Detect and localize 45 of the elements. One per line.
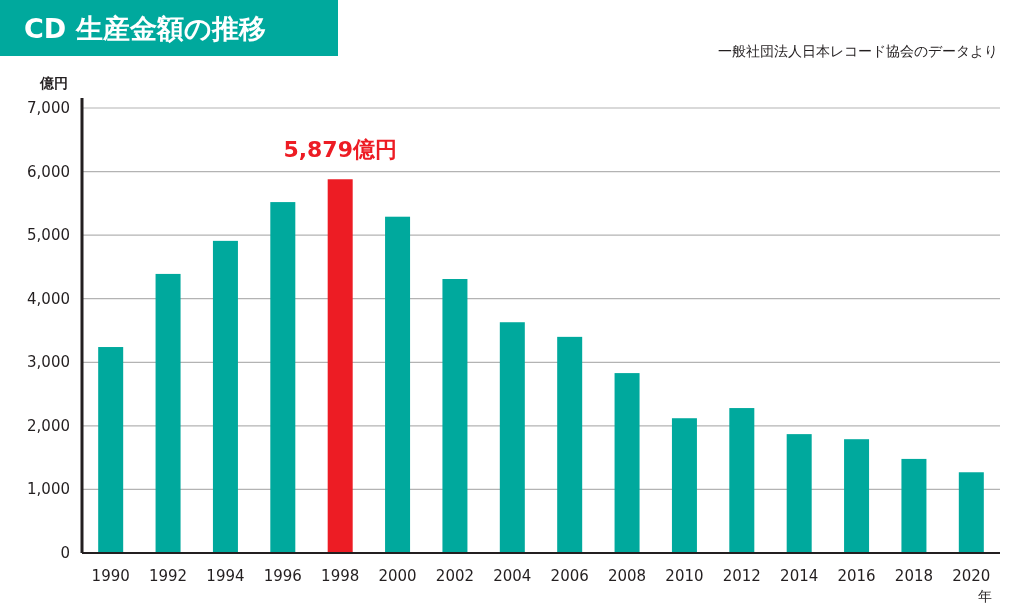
y-tick-label: 0 bbox=[60, 544, 70, 562]
x-tick-label: 2002 bbox=[435, 567, 475, 585]
bar bbox=[385, 216, 411, 553]
bar bbox=[844, 439, 870, 553]
x-tick-label: 2020 bbox=[952, 567, 991, 585]
bar bbox=[270, 202, 296, 553]
y-tick-label: 1,000 bbox=[27, 480, 70, 499]
x-tick-label: 2016 bbox=[837, 567, 876, 585]
x-tick-label: 2012 bbox=[722, 567, 761, 585]
bar bbox=[901, 458, 927, 553]
x-tick-label: 1994 bbox=[206, 567, 245, 585]
bar bbox=[786, 434, 812, 553]
x-tick-label: 2008 bbox=[607, 567, 647, 585]
x-tick-label: 2000 bbox=[378, 567, 417, 585]
bar bbox=[98, 347, 124, 553]
y-tick-label: 5,000 bbox=[27, 226, 70, 245]
bar bbox=[671, 418, 697, 553]
x-tick-label: 1996 bbox=[263, 567, 302, 585]
bar bbox=[155, 273, 181, 553]
bar bbox=[442, 279, 468, 553]
x-axis-title: 年 bbox=[978, 588, 993, 604]
y-tick-label: 7,000 bbox=[27, 99, 70, 117]
x-tick-label: 2004 bbox=[493, 567, 532, 585]
y-tick-label: 3,000 bbox=[27, 353, 70, 372]
annotation: 5,879億円 bbox=[283, 137, 397, 163]
x-tick-label: 2010 bbox=[665, 567, 704, 585]
bar bbox=[614, 373, 640, 553]
y-tick-label: 2,000 bbox=[27, 416, 70, 435]
x-tick-label: 2018 bbox=[894, 567, 934, 585]
x-tick-label: 2006 bbox=[550, 567, 589, 585]
bar bbox=[327, 179, 353, 553]
text: 一般社団法人日本レコード協会のデータより bbox=[718, 43, 998, 59]
y-tick-label: 4,000 bbox=[27, 289, 70, 308]
bar bbox=[499, 322, 525, 553]
bar bbox=[212, 240, 238, 553]
x-tick-label: 1992 bbox=[148, 567, 188, 585]
x-tick-label: 1990 bbox=[91, 567, 130, 585]
bar bbox=[557, 336, 583, 553]
bar bbox=[729, 408, 755, 553]
x-tick-label: 2014 bbox=[780, 567, 819, 585]
bar bbox=[958, 472, 984, 553]
y-axis-title: 億円 bbox=[39, 75, 68, 91]
chart-title: CD 生産金額の推移 bbox=[24, 13, 266, 44]
y-tick-label: 6,000 bbox=[27, 162, 70, 181]
x-tick-label: 1998 bbox=[321, 567, 360, 585]
